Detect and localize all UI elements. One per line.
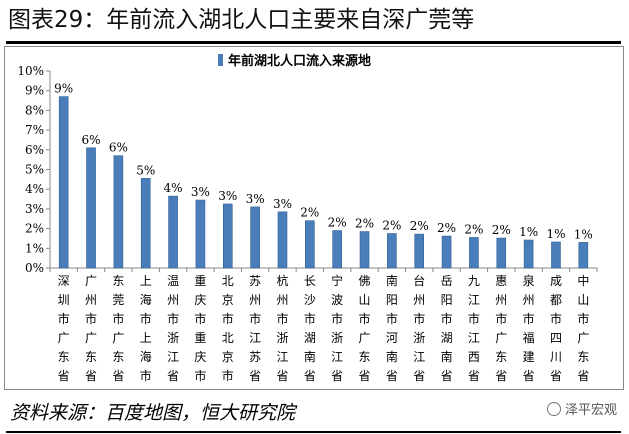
y-tick-label: 2% [25, 222, 44, 236]
chart-panel: 0% 1% 2% 3% 4% 5% 6% 7% 8% 9% 10% 年前湖北人口流入来源地 9% 深圳市广… [4, 46, 624, 390]
bar [305, 220, 315, 269]
data-label: 2% [382, 219, 401, 233]
category-label: 九江市江西省 [468, 274, 480, 383]
legend-label: 年前湖北人口流入来源地 [228, 53, 371, 69]
watermark-text: 泽平宏观 [564, 403, 617, 418]
title-divider [6, 41, 621, 44]
bar [578, 242, 589, 269]
data-label: 2% [355, 217, 374, 231]
category-label: 佛山市广东省 [359, 274, 371, 383]
watermark: 泽平宏观 [546, 399, 617, 418]
data-label: 1% [546, 227, 565, 241]
data-label: 4% [164, 181, 183, 195]
data-label: 5% [136, 163, 155, 177]
data-label: 2% [492, 223, 511, 237]
bar [332, 230, 342, 269]
bar [496, 237, 507, 269]
category-label: 中山市广东省 [577, 273, 589, 383]
category-label: 温州市浙江省 [167, 274, 179, 383]
bar [168, 195, 178, 269]
bar [387, 233, 397, 269]
category-label: 宁波市浙江省 [331, 273, 343, 383]
data-label: 2% [328, 216, 347, 230]
y-tick-label: 10% [17, 64, 44, 78]
category-label: 成都市四川省 [550, 274, 562, 383]
bar [195, 199, 206, 269]
bar [140, 178, 151, 269]
category-label: 台州市浙江省 [413, 273, 425, 383]
category-label: 岳阳市湖南省 [441, 274, 453, 383]
bar [359, 231, 370, 269]
wechat-icon [546, 401, 561, 416]
data-label: 6% [82, 133, 101, 147]
data-label: 1% [574, 227, 593, 241]
data-label: 2% [464, 222, 483, 236]
bar [469, 237, 479, 269]
bar [441, 235, 452, 269]
bar [250, 206, 260, 269]
data-label: 3% [218, 189, 237, 203]
data-label: 3% [246, 192, 265, 206]
y-tick-label: 4% [25, 182, 44, 196]
category-label: 重庆市重庆市 [194, 274, 206, 383]
legend-swatch [218, 54, 223, 66]
data-label: 3% [191, 185, 210, 199]
bar [222, 203, 233, 269]
data-label: 2% [437, 221, 456, 235]
bar-chart: 0% 1% 2% 3% 4% 5% 6% 7% 8% 9% 10% 年前湖北人口流入来源地 9% 深圳市广… [17, 53, 598, 383]
y-tick-label: 7% [25, 123, 44, 137]
category-label: 北京市北京市 [222, 274, 234, 383]
page-title: 图表29：年前流入湖北人口主要来自深广莞等 [8, 7, 475, 33]
y-tick-label: 3% [25, 202, 44, 216]
y-tick-label: 5% [25, 163, 44, 177]
category-label: 苏州市江苏省 [249, 274, 261, 383]
data-label: 3% [273, 197, 292, 211]
y-tick-label: 6% [25, 143, 44, 157]
y-tick-label: 8% [25, 103, 44, 117]
data-label: 2% [300, 206, 319, 220]
y-tick-label: 9% [25, 84, 44, 98]
data-label: 6% [109, 141, 128, 155]
category-label: 杭州市浙江省 [276, 273, 288, 383]
y-tick-label: 1% [25, 241, 44, 255]
category-label: 长沙市湖南省 [304, 274, 316, 383]
data-label: 9% [54, 82, 73, 96]
category-label: 南阳市河南省 [386, 273, 398, 383]
bar [414, 233, 425, 269]
category-label: 惠州市广东省 [495, 274, 507, 383]
data-label: 1% [519, 225, 538, 239]
category-label: 深圳市广东省 [58, 274, 70, 383]
bar [523, 239, 534, 269]
category-label: 上海市上海市 [140, 274, 152, 383]
bar [551, 241, 561, 269]
bar [58, 96, 69, 269]
footer-divider [6, 431, 621, 433]
bar [113, 155, 124, 269]
category-label: 广州市广东省 [85, 274, 97, 383]
source-note: 资料来源：百度地图，恒大研究院 [10, 402, 296, 424]
bar [277, 211, 288, 269]
data-label: 2% [410, 219, 429, 233]
category-label: 泉州市福建省 [523, 274, 535, 383]
y-tick-label: 0% [25, 261, 44, 275]
bar [86, 147, 96, 269]
category-label: 东莞市广东省 [112, 274, 124, 383]
